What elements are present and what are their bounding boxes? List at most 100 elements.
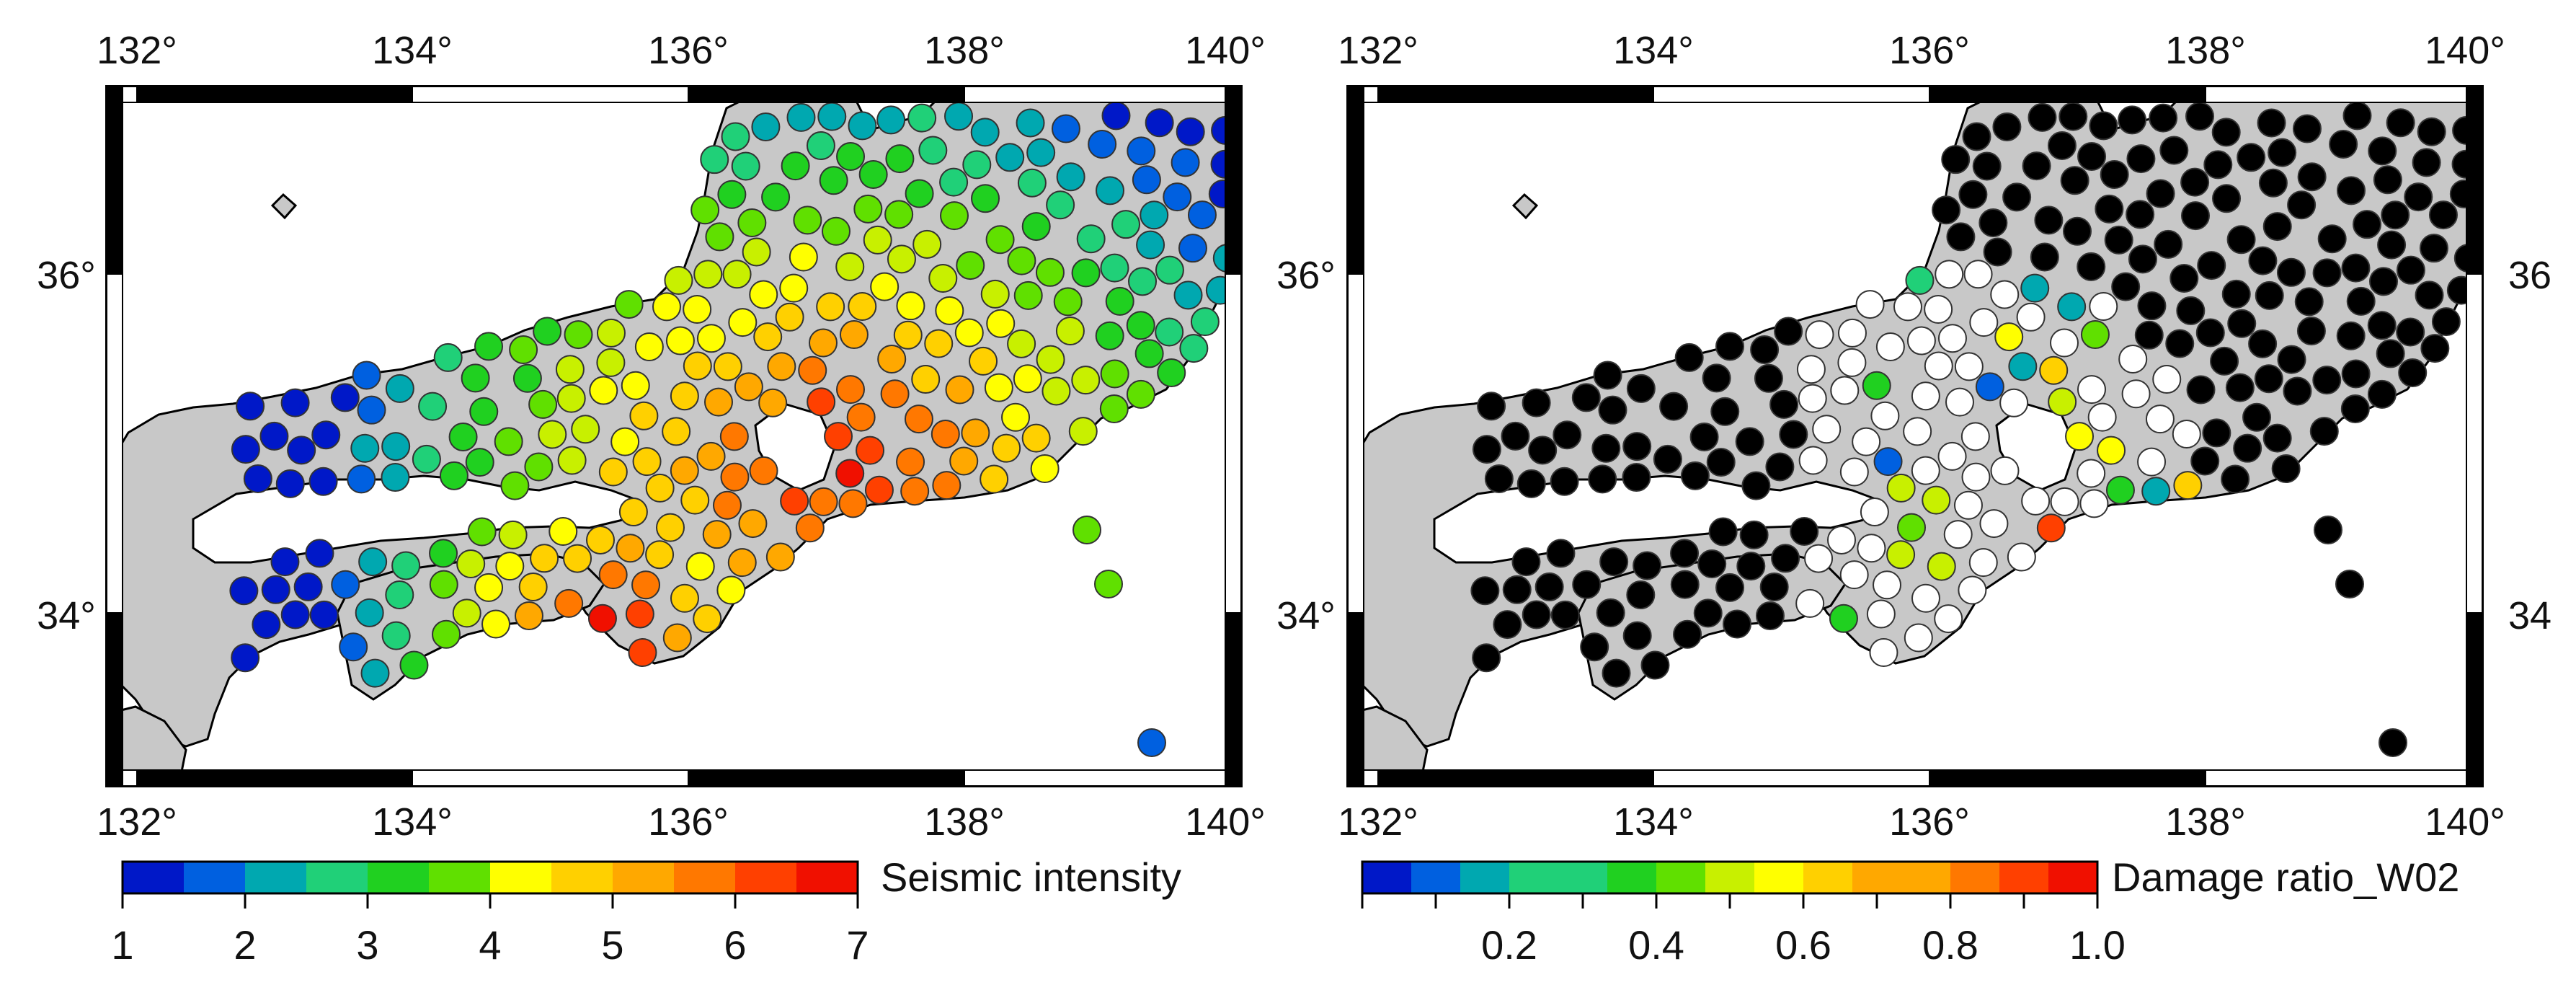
station-marker bbox=[2296, 317, 2326, 346]
station-marker bbox=[2221, 464, 2250, 494]
station-marker bbox=[1626, 580, 1656, 610]
station-marker bbox=[665, 326, 695, 355]
station-marker bbox=[498, 520, 528, 549]
station-marker bbox=[2097, 436, 2126, 465]
station-marker bbox=[1693, 598, 1723, 628]
station-marker bbox=[2283, 376, 2312, 406]
station-marker bbox=[358, 547, 388, 577]
station-marker bbox=[429, 539, 458, 568]
station-marker bbox=[1829, 604, 1858, 633]
colorbar-swatches bbox=[121, 862, 859, 909]
frame-bar-right bbox=[1225, 273, 1242, 614]
station-marker bbox=[243, 464, 272, 493]
station-marker bbox=[2227, 309, 2257, 338]
frame-bar-right bbox=[2466, 86, 2483, 275]
colorbar-tick-label: 4 bbox=[479, 922, 501, 968]
station-marker bbox=[1927, 552, 1956, 581]
station-marker bbox=[971, 184, 1000, 213]
station-marker bbox=[1960, 422, 1990, 451]
station-marker bbox=[2036, 513, 2066, 543]
station-marker bbox=[270, 547, 300, 577]
station-marker bbox=[2060, 166, 2089, 195]
station-marker bbox=[896, 447, 925, 477]
station-marker bbox=[2039, 355, 2069, 385]
lat-label-left: 34° bbox=[37, 594, 96, 637]
station-marker bbox=[1869, 638, 1898, 668]
station-marker bbox=[2420, 334, 2450, 363]
station-marker bbox=[1134, 339, 1164, 368]
station-marker bbox=[571, 415, 600, 444]
station-marker bbox=[1013, 364, 1042, 394]
station-marker bbox=[905, 179, 934, 208]
station-marker bbox=[461, 363, 490, 393]
station-marker bbox=[2137, 291, 2167, 321]
station-marker bbox=[1805, 320, 1834, 350]
frame-bar-bottom bbox=[1929, 769, 2206, 787]
station-marker bbox=[1163, 182, 1192, 212]
station-marker bbox=[448, 422, 478, 451]
station-marker bbox=[1958, 180, 1988, 209]
station-marker bbox=[737, 208, 767, 237]
station-marker bbox=[530, 544, 559, 573]
station-marker bbox=[2095, 194, 2124, 224]
station-marker bbox=[2297, 162, 2327, 192]
station-marker bbox=[1522, 388, 1551, 417]
station-marker bbox=[1580, 632, 1609, 662]
station-marker bbox=[2225, 373, 2255, 402]
station-marker bbox=[700, 145, 729, 174]
station-marker bbox=[884, 200, 914, 229]
frame-bar-left bbox=[1347, 273, 1364, 614]
station-marker bbox=[632, 447, 662, 477]
station-marker bbox=[696, 324, 726, 353]
station-marker bbox=[767, 352, 796, 381]
station-marker bbox=[1932, 195, 1961, 225]
colorbar-swatch bbox=[1852, 862, 1902, 893]
station-marker bbox=[1723, 609, 1752, 639]
station-marker bbox=[1157, 358, 1186, 388]
colorbar-tick-label: 2 bbox=[234, 922, 256, 968]
station-marker bbox=[1992, 112, 2022, 141]
station-marker bbox=[391, 551, 421, 580]
colorbar-title: Damage ratio_W02 bbox=[2112, 854, 2459, 900]
station-marker bbox=[1137, 728, 1166, 757]
station-marker bbox=[2176, 296, 2206, 325]
station-marker bbox=[1046, 190, 1075, 220]
frame-bar-bottom bbox=[136, 769, 413, 787]
station-marker bbox=[1501, 421, 1530, 451]
station-marker bbox=[645, 473, 675, 503]
station-marker bbox=[412, 444, 441, 474]
station-marker bbox=[429, 570, 458, 599]
station-marker bbox=[1798, 384, 1827, 413]
station-markers bbox=[1470, 101, 2483, 757]
station-marker bbox=[893, 320, 923, 350]
station-marker bbox=[2287, 190, 2317, 220]
frame-bar-bottom bbox=[412, 769, 689, 787]
station-marker bbox=[680, 485, 710, 515]
station-marker bbox=[703, 387, 733, 417]
station-marker bbox=[1697, 549, 1727, 579]
station-marker bbox=[598, 560, 628, 590]
station-marker bbox=[2197, 251, 2226, 280]
station-marker bbox=[1837, 348, 1867, 377]
station-marker bbox=[1873, 570, 1902, 600]
lat-label-left: 36° bbox=[37, 254, 96, 297]
station-marker bbox=[961, 418, 990, 448]
station-marker bbox=[1127, 136, 1156, 166]
station-marker bbox=[1906, 326, 1936, 355]
colorbar-damage-ratio: Damage ratio_W02 0.2 0.4 0.6 0.8 1.0 bbox=[1361, 854, 2459, 968]
station-marker bbox=[2337, 176, 2366, 205]
lon-label-top: 132° bbox=[97, 29, 177, 72]
colorbar-swatches bbox=[1361, 862, 2099, 909]
station-marker bbox=[1535, 572, 1564, 601]
station-marker bbox=[1975, 372, 2004, 402]
station-marker bbox=[2226, 225, 2256, 255]
station-marker bbox=[360, 658, 390, 688]
station-marker bbox=[280, 600, 310, 629]
station-marker bbox=[1827, 525, 1857, 554]
colorbar-swatch bbox=[1460, 862, 1510, 893]
colorbar-tick-label: 3 bbox=[356, 922, 378, 968]
station-marker bbox=[554, 588, 584, 618]
station-marker bbox=[2105, 475, 2135, 505]
station-marker bbox=[1099, 394, 1129, 423]
station-marker bbox=[2404, 182, 2433, 212]
